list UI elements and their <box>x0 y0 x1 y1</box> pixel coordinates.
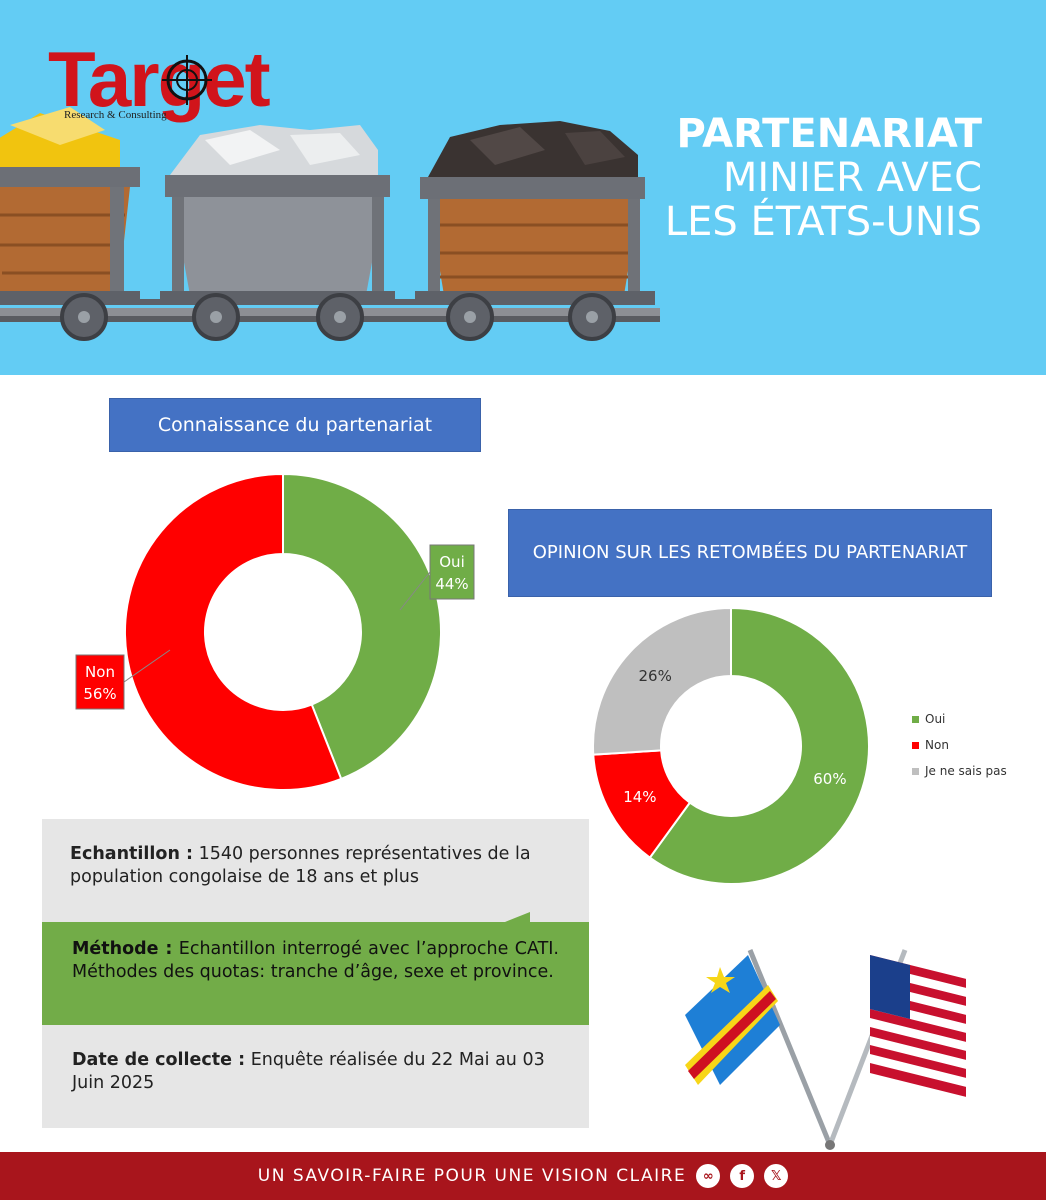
chart1-callout-value: 56% <box>83 685 116 703</box>
footer-slogan: UN SAVOIR-FAIRE POUR UNE VISION CLAIRE <box>257 1166 687 1186</box>
methode-block: Méthode : Echantillon interrogé avec l’a… <box>42 922 589 1025</box>
legend-label-oui: Oui <box>925 712 945 726</box>
target-crosshair-icon <box>162 55 212 105</box>
chart1-callout-oui <box>429 544 475 600</box>
echantillon-label: Echantillon : <box>70 844 193 864</box>
chart2-label-je-ne-sais-pas: 26% <box>639 667 672 685</box>
globe-icon[interactable]: ∞ <box>696 1164 721 1188</box>
brand-logo: Target <box>48 35 271 123</box>
chart1-leader-non <box>123 649 171 683</box>
charts-layer: Oui 44% Non 56% 60% 14% 26% Oui Non Je ne sais pa… <box>75 472 1007 885</box>
chart2-label-oui: 60% <box>813 770 846 788</box>
hero-title-line2: MINIER AVEC <box>722 155 982 201</box>
hero-title-line1: PARTENARIAT <box>676 111 982 157</box>
speech-tail-up <box>500 912 530 924</box>
chart1-leader-oui <box>399 571 431 611</box>
chart1-callout-category: Oui <box>439 553 464 571</box>
chart1-callout-value: 44% <box>435 575 468 593</box>
date-label: Date de collecte : <box>72 1050 246 1070</box>
hero-banner: Target Research & Consulting PARTENARIAT… <box>0 0 1046 375</box>
chart1-callout-non <box>75 654 125 710</box>
chart1-title: Connaissance du partenariat <box>109 398 481 452</box>
methode-text: Echantillon interrogé avec l’approche CA… <box>72 939 559 982</box>
echantillon-text: 1540 personnes représentatives de la pop… <box>70 844 531 887</box>
echantillon-block: Echantillon : 1540 personnes représentat… <box>42 819 589 922</box>
hero-title-line3: LES ÉTATS-UNIS <box>664 199 982 245</box>
chart2-slice-oui <box>648 606 870 885</box>
chart1-slice-non <box>124 472 343 791</box>
x-icon[interactable]: 𝕏 <box>764 1164 789 1188</box>
mine-carts-illustration <box>0 107 660 341</box>
chart1-slice-oui <box>282 472 442 781</box>
legend-swatch-non <box>912 742 919 749</box>
legend-label-non: Non <box>925 738 949 752</box>
legend-swatch-oui <box>912 716 919 723</box>
legend-label-je-ne-sais-pas: Je ne sais pas <box>924 764 1007 778</box>
chart2-title: OPINION SUR LES RETOMBÉES DU PARTENARIAT <box>508 509 992 597</box>
date-text: Enquête réalisée du 22 Mai au 03 Juin 20… <box>72 1050 545 1093</box>
chart1-callout-category: Non <box>85 663 115 681</box>
hero-title: PARTENARIAT MINIER AVEC LES ÉTATS-UNIS <box>665 112 982 244</box>
chart2-slice-je-ne-sais-pas <box>592 606 732 756</box>
facebook-icon[interactable]: f <box>730 1164 755 1188</box>
brand-tagline: Research & Consulting <box>64 109 167 121</box>
footer-bar: UN SAVOIR-FAIRE POUR UNE VISION CLAIRE ∞… <box>0 1152 1046 1200</box>
methode-label: Méthode : <box>72 939 173 959</box>
chart2-label-non: 14% <box>623 788 656 806</box>
date-block: Date de collecte : Enquête réalisée du 2… <box>42 1025 589 1128</box>
crossed-flags-illustration <box>685 949 966 1150</box>
legend-swatch-je-ne-sais-pas <box>912 768 919 775</box>
